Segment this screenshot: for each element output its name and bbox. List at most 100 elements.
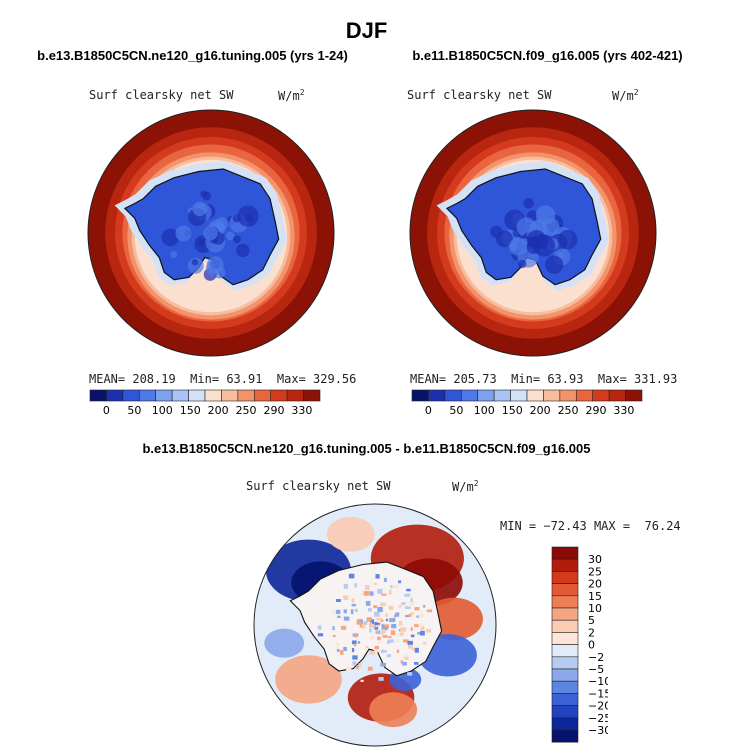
field-noise [339, 650, 344, 655]
field-noise [383, 624, 390, 629]
field-noise [414, 624, 419, 628]
colorbar-tick-label: 150 [502, 404, 523, 417]
field-noise [376, 630, 379, 633]
colorbar-box [559, 389, 577, 402]
field-noise [375, 624, 380, 628]
field-noise [395, 639, 400, 643]
map-boundary [253, 503, 497, 747]
field-noise [385, 613, 388, 618]
antarctica-outline [289, 561, 443, 677]
field-patch [508, 237, 528, 256]
field-noise [404, 593, 411, 597]
colorbar-tick-label: 50 [449, 404, 463, 417]
field-noise [336, 645, 339, 649]
field-blob [275, 655, 342, 704]
field-noise [350, 609, 354, 615]
map-boundary [409, 109, 657, 357]
field-noise [388, 606, 394, 610]
field-patch [175, 225, 192, 242]
field-noise [369, 650, 375, 655]
field-noise [377, 636, 381, 641]
field-noise [374, 611, 381, 617]
field-noise [337, 615, 341, 618]
colorbar-tick-label: 250 [558, 404, 579, 417]
panel-1-units: W/m2 [278, 88, 305, 103]
field-patch [236, 243, 250, 258]
diff-panel-units: W/m2 [452, 479, 479, 494]
field-noise [410, 627, 413, 631]
colorbar-box [444, 389, 462, 402]
field-noise [380, 629, 386, 634]
colorbar-box [303, 389, 321, 402]
field-noise [390, 585, 393, 588]
colorbar-box [221, 389, 239, 402]
colorbar-box [575, 389, 594, 402]
field-noise [418, 623, 424, 628]
field-noise [377, 606, 383, 612]
field-noise [370, 622, 375, 627]
colorbar-box [411, 389, 429, 402]
field-noise [391, 623, 397, 629]
panel-2-min: 63.93 [547, 372, 584, 386]
colorbar-tick-label: 30 [588, 553, 602, 566]
field-noise [317, 633, 324, 637]
field-noise [371, 619, 374, 624]
field-noise [374, 567, 377, 570]
page-title: DJF [345, 18, 388, 43]
colorbar-box [171, 389, 189, 402]
panel-2-colorbar: 0 50 100 150 200 250 290 330 [411, 389, 643, 417]
field-noise [343, 646, 347, 651]
colorbar-tick-label: 290 [264, 404, 285, 417]
field-patch [232, 214, 242, 223]
field-noise [411, 612, 414, 616]
colorbar-box [155, 389, 173, 402]
panel-1-mean: 208.19 [132, 372, 176, 386]
panel-2-title: b.e11.B1850C5CN.f09_g16.005 (yrs 402-421… [412, 48, 683, 63]
colorbar-box [122, 389, 140, 402]
field-noise [418, 613, 424, 618]
field-noise [363, 591, 370, 596]
field-noise [378, 677, 384, 681]
colorbar-box [551, 680, 579, 694]
field-noise [385, 618, 389, 622]
colorbar-box [551, 632, 579, 645]
field-noise [417, 632, 422, 635]
colorbar-tick-label: 100 [152, 404, 173, 417]
field-noise [393, 614, 396, 618]
field-noise [407, 672, 413, 676]
colorbar-tick-label: 150 [180, 404, 201, 417]
field-noise [351, 648, 355, 653]
colorbar-box [510, 389, 528, 402]
field-noise [352, 640, 357, 645]
field-noise [386, 654, 391, 658]
diff-panel-field [254, 504, 496, 746]
field-noise [387, 636, 392, 639]
colorbar-box [493, 389, 511, 402]
field-noise [414, 607, 420, 611]
panel-1-max-label: Max= [276, 372, 306, 386]
field-patch [558, 251, 565, 259]
field-noise [352, 655, 358, 660]
colorbar-tick-label: 0 [425, 404, 432, 417]
field-noise [380, 662, 386, 667]
diff-panel-variable: Surf clearsky net SW [246, 479, 391, 493]
colorbar-box [551, 656, 579, 670]
field-noise [374, 618, 380, 623]
field-noise [365, 600, 371, 606]
diff-min-label: MIN = [500, 519, 537, 533]
field-noise [354, 583, 357, 588]
field-noise [367, 666, 373, 671]
field-noise [420, 626, 425, 631]
field-noise [357, 641, 361, 644]
field-noise [341, 625, 347, 630]
field-noise [351, 603, 357, 607]
colorbar-tick-label: −20 [588, 700, 608, 713]
colorbar-box [89, 389, 107, 402]
field-noise [336, 599, 341, 602]
diff-max-label: MAX = [593, 519, 631, 533]
diff-panel-map [253, 503, 497, 747]
field-noise [389, 589, 392, 595]
field-noise [366, 617, 373, 622]
colorbar-box [551, 546, 579, 560]
